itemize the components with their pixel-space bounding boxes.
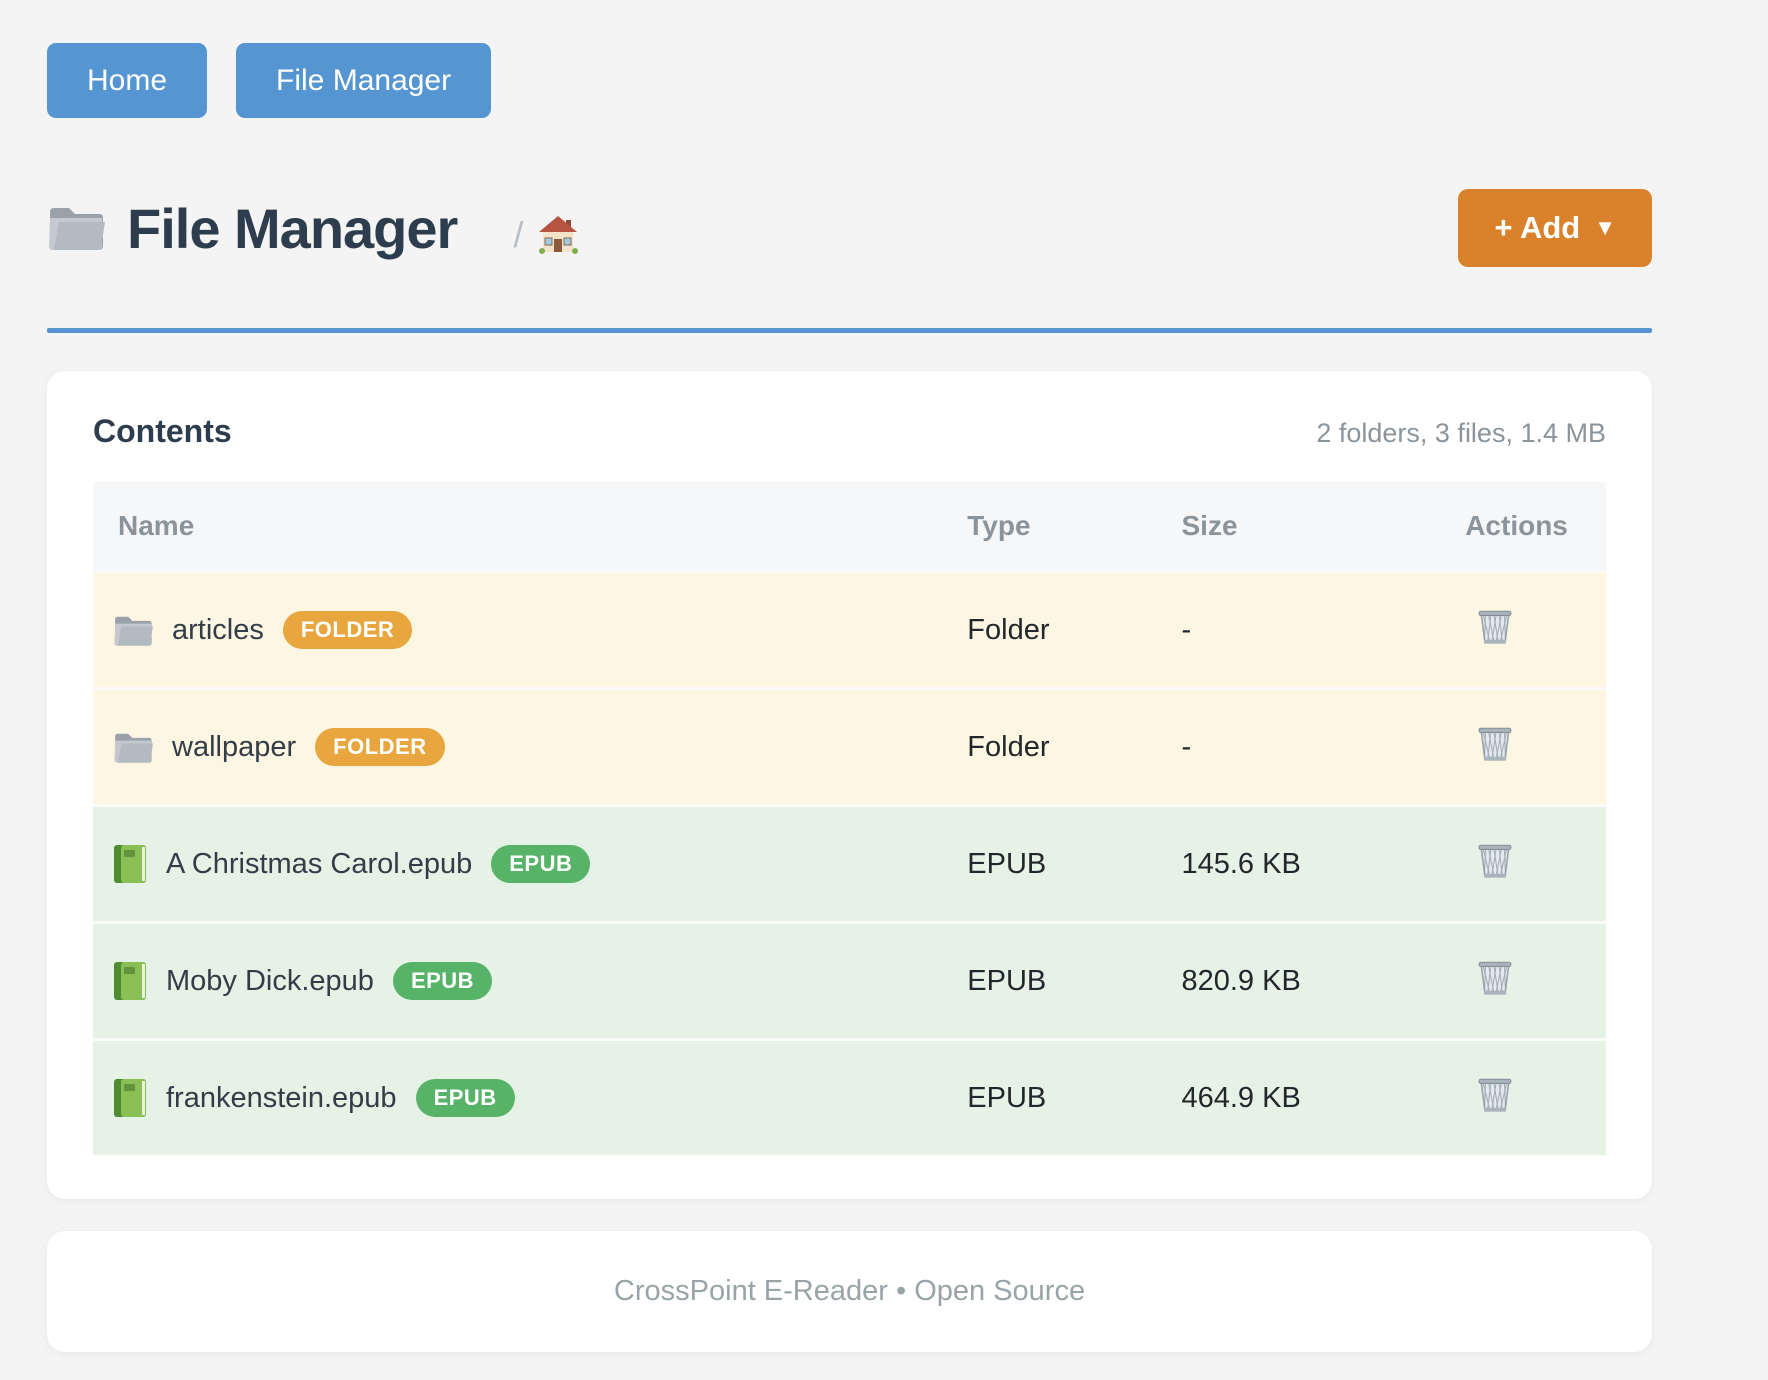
type-badge: EPUB bbox=[392, 962, 493, 1000]
type-badge: FOLDER bbox=[282, 611, 413, 649]
file-name[interactable]: wallpaper bbox=[172, 730, 297, 763]
file-name[interactable]: frankenstein.epub bbox=[166, 1081, 397, 1114]
table-row[interactable]: frankenstein.epub EPUB EPUB 464.9 KB bbox=[93, 1038, 1606, 1155]
add-button-label: + Add bbox=[1494, 210, 1581, 245]
add-button[interactable]: + Add ▼ bbox=[1458, 189, 1652, 267]
type-badge: EPUB bbox=[491, 845, 591, 883]
page-header: File Manager / + A bbox=[47, 188, 1652, 268]
title-divider bbox=[47, 328, 1652, 333]
type-badge: FOLDER bbox=[315, 728, 445, 766]
footer: CrossPoint E-Reader • Open Source bbox=[47, 1231, 1652, 1352]
file-name[interactable]: Moby Dick.epub bbox=[166, 964, 374, 997]
contents-card-header: Contents 2 folders, 3 files, 1.4 MB bbox=[93, 413, 1606, 450]
file-type: Folder bbox=[967, 687, 1182, 806]
file-name[interactable]: articles bbox=[172, 613, 264, 646]
folder-icon bbox=[113, 731, 153, 764]
book-icon bbox=[113, 1078, 147, 1118]
file-type: EPUB bbox=[967, 1038, 1182, 1155]
file-type: EPUB bbox=[967, 804, 1182, 923]
top-nav: Home File Manager bbox=[47, 43, 1652, 118]
file-table-body: articles FOLDER Folder - bbox=[93, 570, 1606, 1155]
chevron-down-icon: ▼ bbox=[1594, 215, 1616, 240]
file-size: - bbox=[1181, 687, 1466, 806]
file-type: Folder bbox=[967, 570, 1182, 689]
page-title-group: File Manager / bbox=[47, 196, 579, 261]
page-title: File Manager bbox=[127, 196, 458, 260]
file-table: Name Type Size Actions bbox=[93, 482, 1606, 1155]
table-row[interactable]: wallpaper FOLDER Folder - bbox=[93, 687, 1606, 806]
home-button[interactable]: Home bbox=[47, 43, 208, 118]
delete-button[interactable] bbox=[1477, 1075, 1513, 1113]
table-row[interactable]: Moby Dick.epub EPUB EPUB 820.9 KB bbox=[93, 921, 1606, 1040]
delete-button[interactable] bbox=[1477, 607, 1513, 645]
wastebasket-icon bbox=[1477, 724, 1513, 762]
book-icon bbox=[113, 961, 147, 1001]
table-row[interactable]: A Christmas Carol.epub EPUB EPUB 145.6 K… bbox=[93, 804, 1606, 923]
footer-text: CrossPoint E-Reader • Open Source bbox=[613, 1275, 1086, 1307]
contents-card: Contents 2 folders, 3 files, 1.4 MB Name… bbox=[47, 371, 1652, 1199]
breadcrumb: / bbox=[513, 214, 579, 256]
wastebasket-icon bbox=[1477, 958, 1513, 996]
file-size: 820.9 KB bbox=[1181, 921, 1466, 1040]
file-type: EPUB bbox=[967, 921, 1182, 1040]
file-manager-button[interactable]: File Manager bbox=[236, 43, 492, 118]
file-size: - bbox=[1181, 570, 1466, 689]
file-size: 464.9 KB bbox=[1181, 1038, 1466, 1155]
contents-heading: Contents bbox=[93, 413, 232, 449]
folder-icon bbox=[113, 614, 153, 647]
delete-button[interactable] bbox=[1477, 958, 1513, 996]
file-size: 145.6 KB bbox=[1181, 804, 1466, 923]
wastebasket-icon bbox=[1477, 1075, 1513, 1113]
delete-button[interactable] bbox=[1477, 724, 1513, 762]
book-icon bbox=[113, 844, 147, 884]
house-icon[interactable] bbox=[537, 214, 579, 256]
type-badge: EPUB bbox=[415, 1079, 515, 1117]
table-row[interactable]: articles FOLDER Folder - bbox=[93, 570, 1606, 689]
page: Home File Manager File Manager / bbox=[47, 0, 1652, 1352]
column-header-type: Type bbox=[967, 482, 1182, 572]
file-table-header: Name Type Size Actions bbox=[93, 482, 1606, 572]
contents-summary: 2 folders, 3 files, 1.4 MB bbox=[1316, 418, 1606, 448]
column-header-size: Size bbox=[1181, 482, 1466, 572]
column-header-name: Name bbox=[93, 482, 968, 572]
wastebasket-icon bbox=[1477, 607, 1513, 645]
column-header-actions: Actions bbox=[1465, 482, 1606, 572]
file-name[interactable]: A Christmas Carol.epub bbox=[166, 847, 473, 880]
breadcrumb-separator: / bbox=[513, 214, 524, 255]
folder-icon bbox=[47, 204, 105, 252]
delete-button[interactable] bbox=[1477, 841, 1513, 879]
wastebasket-icon bbox=[1477, 841, 1513, 879]
